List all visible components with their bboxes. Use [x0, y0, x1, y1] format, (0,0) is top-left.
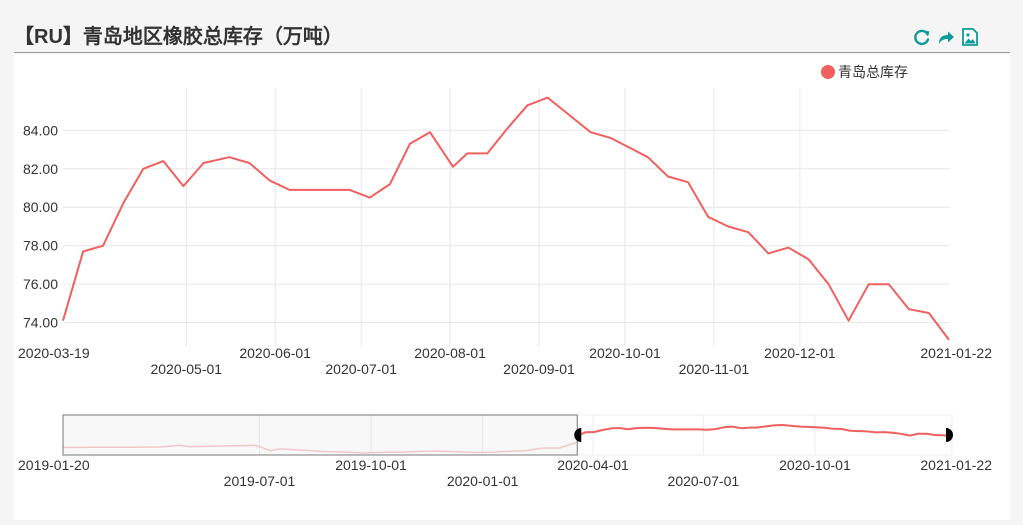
x-tick-label: 2020-03-19: [18, 345, 90, 361]
x-tick-label: 2020-05-01: [150, 361, 222, 377]
chart-title: 【RU】青岛地区橡胶总库存（万吨）: [14, 26, 343, 48]
y-tick-label: 82.00: [23, 161, 58, 177]
slider-handle-right[interactable]: [946, 428, 953, 442]
slider-tick-label: 2020-04-01: [557, 457, 629, 473]
x-tick-label: 2020-08-01: [414, 345, 486, 361]
slider-history-line: [62, 441, 578, 454]
slider-tick-label: 2020-07-01: [668, 473, 740, 489]
legend-label: 青岛总库存: [838, 64, 908, 80]
y-tick-label: 80.00: [23, 199, 58, 215]
share-icon[interactable]: [936, 27, 956, 47]
slider-unselected-window: [62, 414, 578, 456]
slider-tick-label: 2020-01-01: [447, 473, 519, 489]
x-tick-label: 2020-09-01: [503, 361, 575, 377]
refresh-icon[interactable]: [912, 27, 932, 47]
chart-header: 【RU】青岛地区橡胶总库存（万吨）: [14, 10, 1010, 53]
x-tick-label: 2020-11-01: [679, 361, 750, 377]
x-tick-label: 2020-06-01: [239, 345, 311, 361]
toolbox: [912, 26, 980, 48]
y-tick-label: 76.00: [23, 276, 58, 292]
line-chart: 74.00 76.00 78.00 80.00 82.00 84.00 2020-03-19…: [18, 64, 992, 489]
slider-selected-line: [576, 423, 953, 438]
chart-area: 74.00 76.00 78.00 80.00 82.00 84.00 2020-03-19…: [14, 54, 1010, 520]
series-line-qingdao-total: [62, 96, 950, 341]
y-tick-label: 84.00: [23, 122, 58, 138]
legend-marker: [821, 65, 835, 79]
slider-tick-label: 2021-01-22: [920, 457, 992, 473]
slider-tick-label: 2019-07-01: [224, 473, 296, 489]
slider-tick-label: 2019-01-20: [18, 457, 90, 473]
save-image-icon[interactable]: [960, 27, 980, 47]
slider-tick-label: 2019-10-01: [335, 457, 407, 473]
x-tick-label: 2020-10-01: [589, 345, 661, 361]
y-tick-label: 78.00: [23, 238, 58, 254]
x-tick-label: 2020-12-01: [764, 345, 836, 361]
x-tick-label: 2021-01-22: [920, 345, 992, 361]
y-tick-label: 74.00: [23, 315, 58, 331]
slider-tick-label: 2020-10-01: [779, 457, 851, 473]
x-tick-label: 2020-07-01: [325, 361, 397, 377]
slider-handle-left[interactable]: [574, 428, 582, 442]
